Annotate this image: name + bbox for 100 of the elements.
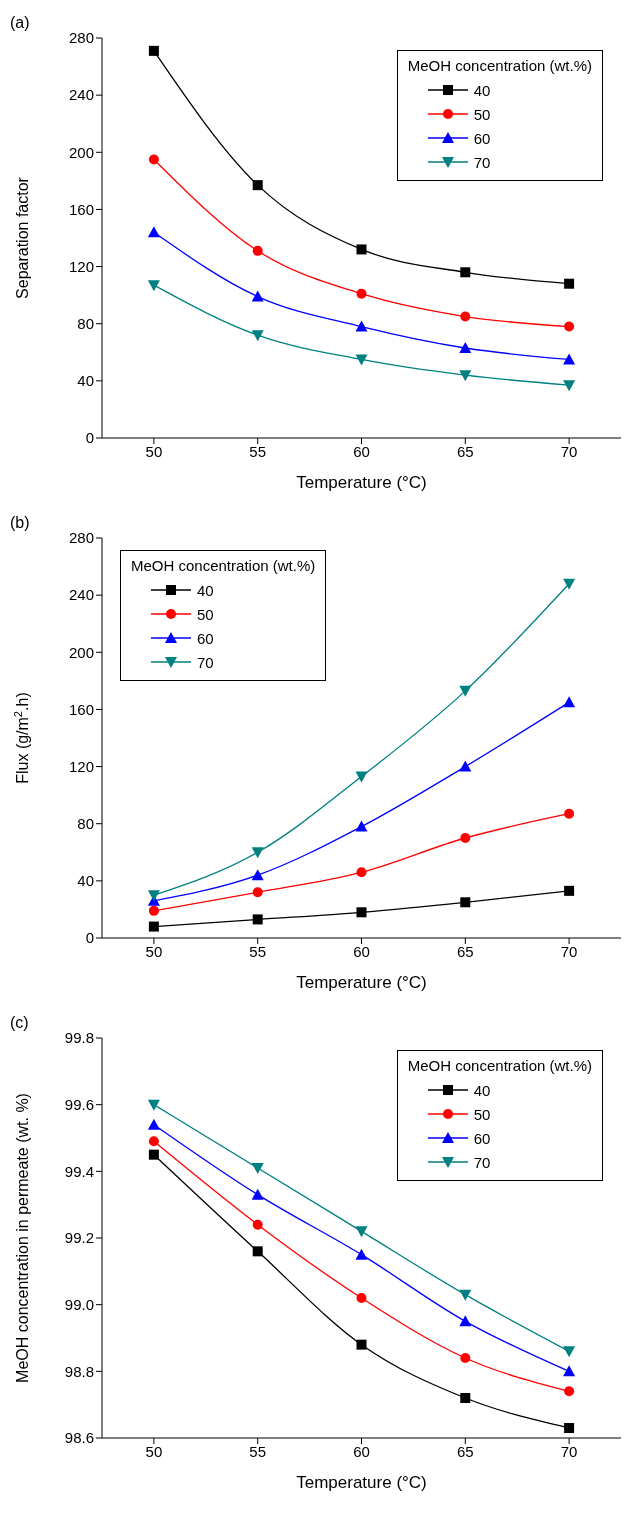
point: [252, 887, 263, 898]
x-axis-title: Temperature (°C): [296, 1473, 427, 1492]
point: [148, 921, 159, 932]
point: [563, 1346, 576, 1358]
point: [355, 1226, 368, 1238]
point: [459, 1289, 472, 1301]
y-tick-label: 40: [77, 872, 94, 890]
legend-title: MeOH concentration (wt.%): [131, 557, 316, 574]
point: [459, 370, 472, 382]
point: [148, 154, 159, 165]
point: [251, 290, 264, 302]
y-tick-label: 80: [77, 815, 94, 833]
point: [564, 278, 575, 289]
legend-label: 60: [197, 629, 214, 647]
legend-title: MeOH concentration (wt.%): [407, 1057, 592, 1074]
y-tick-label: 240: [68, 586, 94, 604]
y-tick-label: 240: [68, 86, 94, 104]
point: [356, 907, 367, 918]
x-tick-label: 50: [145, 442, 163, 460]
chart-title: (a): [10, 14, 30, 32]
y-tick-label: 120: [68, 757, 94, 775]
x-tick-label: 70: [560, 942, 578, 960]
legend-label: 60: [473, 129, 491, 147]
point: [147, 890, 160, 902]
chart-title: (b): [10, 514, 30, 532]
point: [563, 380, 576, 392]
y-tick-label: 120: [68, 257, 94, 275]
point: [460, 1353, 471, 1363]
point: [251, 847, 264, 859]
point: [459, 1315, 472, 1327]
y-tick-label: 99.2: [64, 1229, 94, 1247]
x-tick-label: 55: [249, 442, 267, 460]
legend-label: 50: [197, 605, 214, 623]
y-tick-label: 99.6: [64, 1095, 94, 1113]
point: [564, 1386, 575, 1397]
point: [356, 1293, 367, 1303]
x-tick-label: 60: [353, 442, 370, 460]
x-axis-title: Temperature (°C): [296, 973, 427, 992]
y-axis-title: Separation factor: [14, 176, 31, 299]
y-tick-label: 160: [68, 200, 94, 218]
y-tick-label: 99.8: [64, 1029, 94, 1047]
legend-label: 40: [473, 1081, 491, 1099]
point: [356, 288, 367, 299]
x-tick-label: 60: [353, 942, 370, 960]
point: [459, 342, 472, 353]
point: [459, 685, 472, 697]
x-tick-label: 55: [249, 1442, 267, 1460]
point: [564, 808, 575, 819]
point: [460, 267, 471, 278]
point: [252, 1246, 263, 1257]
point: [147, 226, 160, 238]
point: [355, 1248, 368, 1260]
x-tick-label: 65: [456, 1442, 474, 1460]
point: [148, 45, 159, 56]
x-tick-label: 70: [560, 1442, 578, 1460]
legend-label: 70: [473, 153, 491, 171]
y-tick-label: 0: [85, 429, 94, 447]
x-tick-label: 50: [145, 1442, 163, 1460]
legend-title: MeOH concentration (wt.%): [407, 57, 592, 74]
point: [252, 180, 263, 191]
y-tick-label: 280: [68, 529, 94, 547]
x-tick-label: 50: [145, 942, 163, 960]
point: [356, 1339, 367, 1350]
y-tick-label: 0: [85, 929, 94, 947]
x-tick-label: 65: [456, 942, 474, 960]
point: [251, 330, 264, 342]
x-axis-title: Temperature (°C): [296, 473, 427, 492]
point: [355, 820, 368, 832]
point: [564, 321, 575, 332]
point: [251, 869, 264, 881]
chart-title: (c): [10, 1014, 29, 1032]
y-tick-label: 200: [68, 143, 94, 161]
point: [355, 771, 368, 783]
point: [355, 354, 368, 366]
point: [564, 1423, 575, 1433]
point: [459, 760, 472, 772]
y-tick-label: 280: [68, 29, 94, 47]
x-tick-label: 70: [560, 442, 578, 460]
y-tick-label: 98.8: [64, 1362, 94, 1380]
point: [564, 885, 575, 896]
point: [252, 245, 263, 256]
point: [460, 833, 471, 843]
point: [251, 1163, 264, 1174]
y-tick-label: 99.4: [64, 1162, 94, 1180]
point: [148, 1149, 159, 1160]
y-tick-label: 40: [77, 372, 94, 390]
x-tick-label: 65: [456, 442, 474, 460]
point: [460, 897, 471, 908]
legend-label: 70: [197, 653, 214, 671]
point: [147, 280, 160, 292]
legend-label: 40: [473, 81, 491, 99]
legend-label: 50: [473, 105, 491, 123]
point: [563, 353, 576, 365]
point: [252, 914, 263, 925]
point: [460, 311, 471, 322]
legend-label: 50: [473, 1105, 491, 1123]
point: [251, 1188, 264, 1200]
y-tick-label: 200: [68, 643, 94, 661]
legend-label: 40: [197, 581, 214, 599]
point: [356, 244, 367, 255]
